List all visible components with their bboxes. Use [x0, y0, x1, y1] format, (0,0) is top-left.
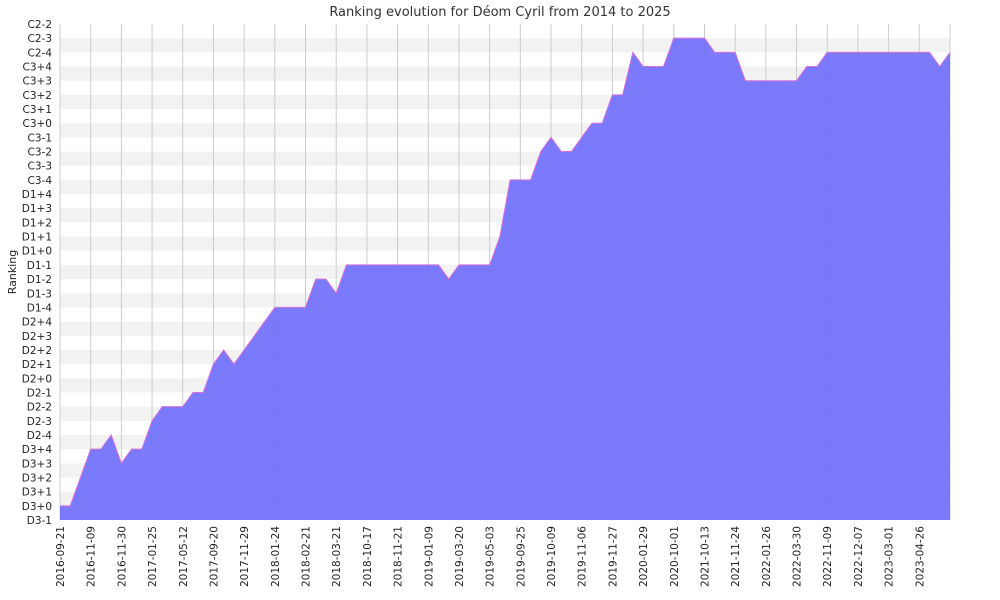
x-tick-label: 2019-05-03: [485, 526, 497, 587]
y-tick-label: C3+2: [23, 90, 53, 102]
x-tick-label: 2019-01-09: [423, 526, 435, 587]
y-tick-label: D2+0: [22, 373, 52, 385]
y-tick-label: D1+0: [22, 246, 52, 258]
x-tick-label: 2019-11-27: [607, 526, 619, 587]
y-tick-label: D1+1: [22, 232, 52, 244]
x-tick-label: 2019-11-06: [577, 526, 589, 587]
x-tick-label: 2020-01-29: [638, 526, 650, 587]
y-tick-label: D2-2: [27, 402, 52, 414]
y-tick-label: C3+4: [23, 62, 53, 74]
y-tick-label: D2+2: [22, 345, 52, 357]
ranking-area: [60, 38, 950, 521]
x-tick-label: 2020-10-01: [669, 526, 681, 587]
x-tick-label: 2023-03-01: [884, 526, 896, 587]
x-tick-label: 2018-01-24: [270, 526, 282, 587]
x-tick-label: 2018-11-21: [393, 526, 405, 587]
x-tick-label: 2019-09-25: [515, 526, 527, 587]
x-tick-label: 2022-01-26: [761, 526, 773, 587]
y-tick-label: D1-4: [27, 302, 53, 314]
y-tick-label: D2+3: [22, 331, 52, 343]
x-tick-label: 2017-01-25: [147, 526, 159, 587]
y-tick-label: C3+1: [23, 104, 53, 116]
y-tick-label: D1-1: [27, 260, 52, 272]
y-tick-label: C3-2: [28, 147, 52, 159]
x-tick-label: 2019-03-20: [454, 526, 466, 587]
y-tick-label: D1+3: [22, 203, 52, 215]
y-tick-label: C2-3: [28, 33, 52, 45]
x-tick-label: 2021-11-24: [730, 526, 742, 587]
grid-band: [60, 24, 950, 39]
grid-band: [60, 38, 950, 53]
y-tick-label: C3-4: [28, 175, 53, 187]
x-tick-label: 2018-03-21: [331, 526, 343, 587]
x-tick-label: 2019-10-09: [546, 526, 558, 587]
y-tick-label: D2+1: [22, 359, 52, 371]
x-axis-ticks: 2016-09-21 2016-11-09 2016-11-30 2017-01-25…: [55, 526, 926, 587]
y-tick-label: D3+4: [22, 444, 53, 456]
y-tick-label: C2-4: [28, 47, 53, 59]
y-tick-label: D1-2: [27, 274, 52, 286]
x-tick-label: 2022-03-30: [792, 526, 804, 587]
y-tick-label: D2-3: [27, 416, 52, 428]
x-tick-label: 2018-10-17: [362, 526, 374, 587]
y-tick-label: D1-3: [27, 288, 52, 300]
x-tick-label: 2018-02-21: [301, 526, 313, 587]
x-tick-label: 2016-11-09: [86, 526, 98, 587]
y-tick-label: D2+4: [22, 317, 53, 329]
y-tick-label: D1+2: [22, 217, 52, 229]
y-tick-label: D3-1: [27, 515, 52, 527]
x-tick-label: 2021-10-13: [699, 526, 711, 587]
x-tick-label: 2017-11-29: [239, 526, 251, 587]
y-tick-label: C3-1: [28, 132, 52, 144]
x-tick-label: 2023-04-26: [914, 526, 926, 587]
chart-title: Ranking evolution for Déom Cyril from 20…: [329, 5, 670, 20]
y-axis-ticks: D3-1 D3+0 D3+1 D3+2 D3+3 D3+4 D2-4 D2-3 D2-2 D2-1…: [22, 19, 53, 527]
grid-band: [60, 52, 950, 67]
y-tick-label: C3+0: [23, 118, 53, 130]
ranking-line: [60, 37, 951, 507]
y-tick-label: D2-4: [27, 430, 53, 442]
y-tick-label: D3+3: [22, 458, 52, 470]
x-tick-label: 2022-11-09: [822, 526, 834, 587]
x-tick-label: 2022-12-07: [853, 526, 865, 587]
y-tick-label: D1+4: [22, 189, 53, 201]
y-tick-label: D3+2: [22, 472, 52, 484]
y-tick-label: C2-2: [28, 19, 52, 31]
y-tick-label: D3+1: [22, 487, 52, 499]
y-tick-label: C3+3: [23, 76, 53, 88]
y-axis-label: Ranking: [6, 250, 19, 295]
x-tick-label: 2016-11-30: [116, 526, 128, 587]
x-tick-label: 2016-09-21: [55, 526, 67, 587]
x-tick-label: 2017-05-12: [178, 526, 190, 587]
y-tick-label: D2-1: [27, 387, 52, 399]
y-tick-label: D3+0: [22, 501, 52, 513]
x-tick-label: 2017-09-20: [208, 526, 220, 587]
y-tick-label: C3-3: [28, 161, 52, 173]
